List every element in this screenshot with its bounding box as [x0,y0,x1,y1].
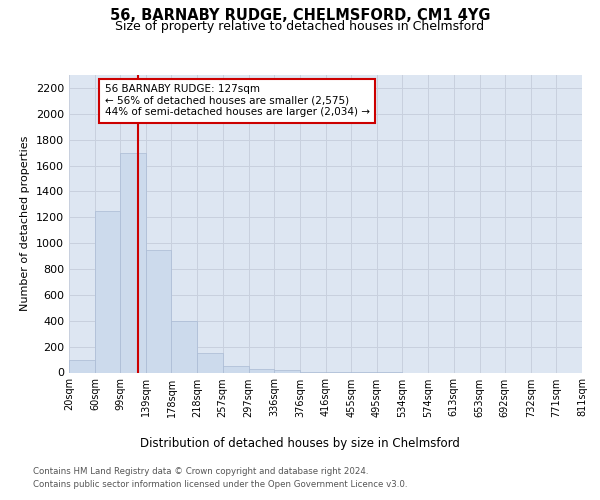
Y-axis label: Number of detached properties: Number of detached properties [20,136,31,312]
Text: Distribution of detached houses by size in Chelmsford: Distribution of detached houses by size … [140,438,460,450]
Bar [274,370,300,372]
Bar [223,366,248,372]
Text: Size of property relative to detached houses in Chelmsford: Size of property relative to detached ho… [115,20,485,33]
Bar [197,353,223,372]
Text: 56, BARNABY RUDGE, CHELMSFORD, CM1 4YG: 56, BARNABY RUDGE, CHELMSFORD, CM1 4YG [110,8,490,22]
Bar [248,368,274,372]
Bar [120,152,146,372]
Text: 56 BARNABY RUDGE: 127sqm
← 56% of detached houses are smaller (2,575)
44% of sem: 56 BARNABY RUDGE: 127sqm ← 56% of detach… [104,84,370,117]
Bar [69,360,95,372]
Bar [95,211,120,372]
Text: Contains HM Land Registry data © Crown copyright and database right 2024.: Contains HM Land Registry data © Crown c… [33,468,368,476]
Text: Contains public sector information licensed under the Open Government Licence v3: Contains public sector information licen… [33,480,407,489]
Bar [172,321,197,372]
Bar [146,250,172,372]
